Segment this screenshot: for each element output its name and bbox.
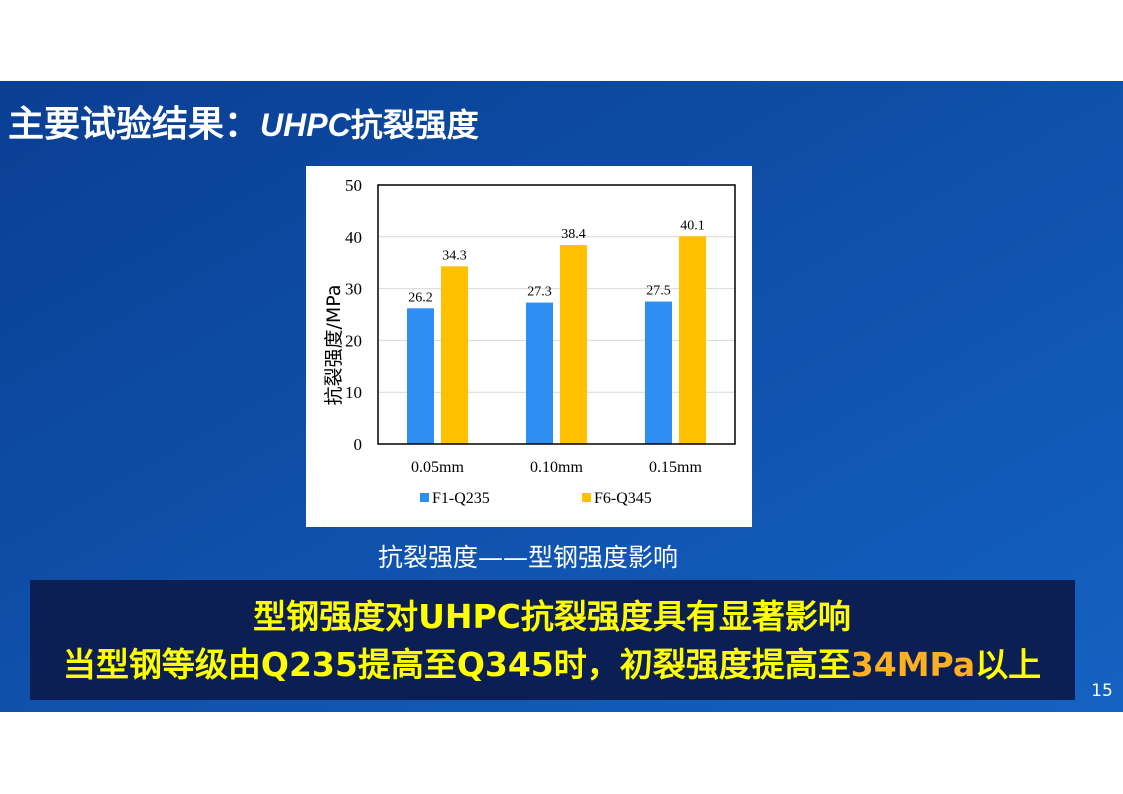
bar (407, 308, 434, 444)
data-label: 38.4 (561, 227, 586, 242)
title-rest: 抗裂强度 (351, 106, 479, 144)
y-tick-label: 10 (345, 383, 362, 402)
bar (441, 266, 468, 444)
x-tick-label: 0.10mm (530, 459, 583, 476)
data-label: 26.2 (408, 290, 433, 305)
bar (679, 236, 706, 444)
caption: 抗裂强度——型钢强度影响 (378, 543, 678, 572)
plot-frame (377, 184, 736, 445)
y-tick-label: 20 (345, 331, 362, 350)
conclusion-line: 当型钢等级由Q235提高至Q345时，初裂强度提高至34MPa以上 (63, 645, 1041, 684)
bar (560, 245, 587, 444)
x-tick-label: 0.15mm (649, 459, 702, 476)
bar (645, 301, 672, 444)
title-latin: UHPC (260, 107, 352, 143)
data-label: 34.3 (442, 248, 467, 263)
page-number: 15 (1091, 681, 1113, 701)
legend-label: F6-Q345 (594, 490, 652, 507)
legend-label: F1-Q235 (432, 490, 490, 507)
data-label: 27.5 (646, 284, 671, 299)
conclusion-line: 型钢强度对UHPC抗裂强度具有显著影响 (253, 597, 851, 636)
y-tick-label: 40 (345, 228, 362, 247)
x-tick-label: 0.05mm (411, 459, 464, 476)
conclusion-highlight: 34MPa (851, 645, 975, 684)
slide-title: 主要试验结果：UHPC抗裂强度 (8, 104, 479, 145)
conclusion-text: 当型钢等级由Q235提高至Q345时，初裂强度提高至 (63, 645, 851, 684)
y-tick-label: 0 (354, 435, 363, 454)
legend-swatch (420, 493, 429, 502)
data-label: 40.1 (680, 218, 705, 233)
conclusion-text: 以上 (975, 645, 1041, 684)
data-label: 27.3 (527, 285, 552, 300)
y-tick-label: 50 (345, 176, 362, 195)
y-tick-label: 30 (345, 280, 362, 299)
bar (526, 302, 553, 444)
y-axis-label: 抗裂强度/MPa (323, 284, 345, 405)
title-main: 主要试验结果： (8, 104, 260, 145)
conclusion-box (30, 580, 1075, 700)
legend-swatch (582, 493, 591, 502)
